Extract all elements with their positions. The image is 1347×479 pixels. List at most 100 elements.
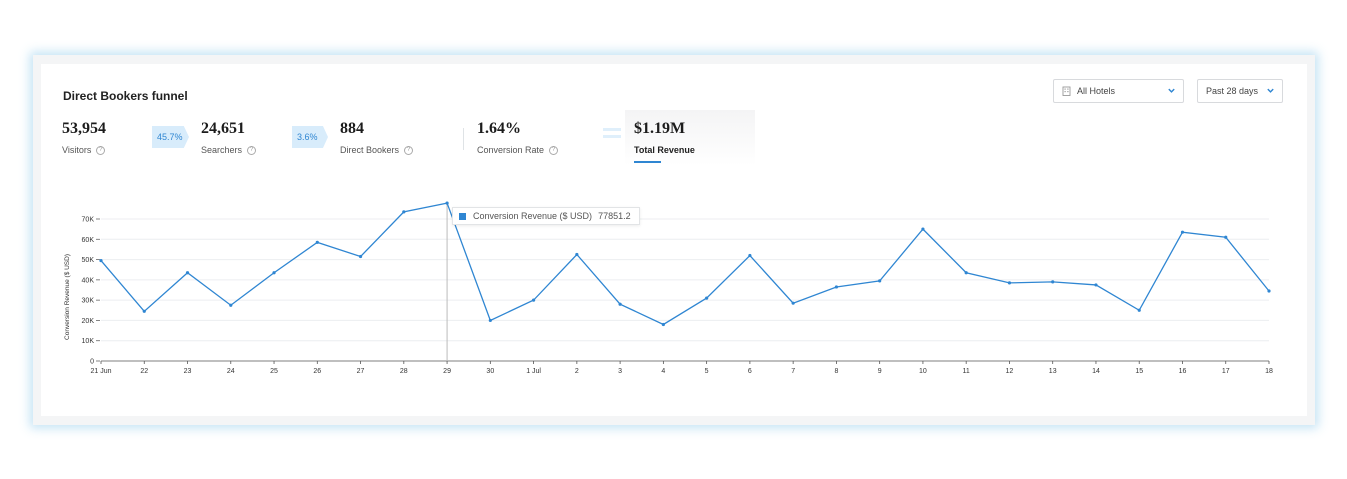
chevron-down-icon	[1168, 88, 1175, 93]
data-point	[575, 252, 579, 257]
data-point	[99, 258, 103, 263]
y-tick-label: 0	[90, 359, 94, 366]
total-revenue-tab[interactable]: $1.19M Total Revenue	[625, 110, 755, 166]
total-revenue-label: Total Revenue	[634, 145, 695, 155]
hotel-select[interactable]: All Hotels	[1053, 79, 1184, 103]
data-point	[185, 271, 190, 275]
funnel-card: Direct Bookers funnel All Hotels Past 28…	[41, 64, 1307, 416]
data-point	[705, 296, 709, 300]
y-tick-label: 10K	[82, 338, 95, 345]
page-title: Direct Bookers funnel	[63, 89, 188, 103]
help-icon[interactable]: ?	[247, 145, 257, 155]
metric-value: 53,954	[62, 120, 106, 137]
y-tick-label: 70K	[82, 217, 95, 224]
x-tick-label: 29	[443, 368, 451, 375]
building-icon	[1062, 86, 1071, 96]
series-line	[100, 202, 1270, 326]
x-tick-label: 24	[227, 368, 235, 375]
x-tick-label: 21 Jun	[90, 368, 111, 375]
conversion-arrow-badge: 45.7%	[152, 126, 189, 148]
x-tick-label: 28	[400, 368, 408, 375]
x-tick-label: 18	[1265, 368, 1273, 375]
data-point	[1051, 280, 1055, 284]
chevron-down-icon	[1267, 88, 1274, 93]
data-point	[1094, 283, 1098, 287]
x-tick-label: 17	[1222, 368, 1230, 375]
metric-divider	[463, 128, 464, 150]
hotel-select-value: All Hotels	[1077, 86, 1116, 96]
conversion-arrow-badge: 3.6%	[292, 126, 328, 148]
data-point	[229, 303, 233, 307]
metric-value: 1.64%	[477, 120, 521, 137]
data-point	[1007, 281, 1012, 285]
x-tick-label: 12	[1006, 368, 1014, 375]
data-point	[1224, 235, 1228, 239]
metric-direct-bookers: 884 Direct Bookers ?	[340, 120, 414, 155]
y-tick-label: 30K	[82, 298, 95, 305]
metric-conversion-rate: 1.64% Conversion Rate ?	[477, 120, 559, 155]
dashboard-frame: Direct Bookers funnel All Hotels Past 28…	[33, 55, 1315, 425]
tooltip-series: Conversion Revenue ($ USD)	[473, 211, 593, 221]
data-point	[1180, 230, 1185, 234]
legend-swatch	[459, 212, 466, 220]
x-tick-label: 26	[313, 368, 321, 375]
x-tick-label: 14	[1092, 368, 1100, 375]
metric-searchers: 24,651 Searchers ?	[201, 120, 257, 155]
y-tick-label: 40K	[82, 277, 95, 284]
tooltip-value: 77851.2	[598, 211, 631, 221]
x-tick-label: 13	[1049, 368, 1057, 375]
data-point	[878, 279, 882, 283]
data-point	[921, 227, 925, 231]
metric-value: 884	[340, 120, 364, 137]
x-tick-label: 10	[919, 368, 927, 375]
x-tick-label: 7	[791, 368, 795, 375]
x-tick-label: 4	[661, 368, 665, 375]
x-tick-label: 5	[705, 368, 709, 375]
data-point	[315, 240, 319, 244]
x-tick-label: 25	[270, 368, 278, 375]
y-tick-label: 50K	[82, 257, 95, 264]
date-range-value: Past 28 days	[1206, 86, 1259, 96]
data-point	[445, 201, 449, 205]
x-tick-label: 9	[878, 368, 882, 375]
data-point	[531, 298, 536, 302]
data-point	[402, 210, 406, 214]
data-point	[358, 254, 363, 259]
chart-tooltip: Conversion Revenue ($ USD) 77851.2	[452, 207, 640, 225]
data-point	[748, 253, 752, 258]
metric-visitors: 53,954 Visitors ?	[62, 120, 106, 155]
data-point	[488, 318, 492, 323]
x-tick-label: 15	[1135, 368, 1143, 375]
data-point	[964, 271, 968, 275]
data-point	[1267, 289, 1271, 293]
help-icon[interactable]: ?	[96, 145, 106, 155]
metric-label: Visitors	[62, 145, 92, 155]
metric-value: 24,651	[201, 120, 245, 137]
y-tick-label: 20K	[82, 318, 95, 325]
x-tick-label: 8	[834, 368, 838, 375]
y-axis-label: Conversion Revenue ($ USD)	[64, 254, 71, 340]
data-point	[272, 271, 276, 275]
x-tick-label: 16	[1179, 368, 1187, 375]
help-icon[interactable]: ?	[404, 145, 414, 155]
data-point	[1137, 308, 1141, 312]
equals-icon	[603, 128, 621, 140]
x-tick-label: 6	[748, 368, 752, 375]
active-tab-underline	[634, 161, 661, 163]
data-point	[791, 301, 795, 305]
help-icon[interactable]: ?	[549, 145, 559, 155]
metric-label: Conversion Rate	[477, 145, 545, 155]
total-revenue-value: $1.19M	[634, 120, 686, 137]
x-tick-label: 1 Jul	[526, 368, 541, 375]
date-range-select[interactable]: Past 28 days	[1197, 79, 1283, 103]
data-point	[661, 322, 665, 327]
data-point	[142, 309, 146, 313]
x-tick-label: 22	[140, 368, 148, 375]
y-tick-label: 60K	[82, 237, 95, 244]
x-tick-label: 23	[184, 368, 192, 375]
x-tick-label: 11	[963, 368, 970, 375]
metric-label: Direct Bookers	[340, 145, 400, 155]
metric-label: Searchers	[201, 145, 243, 155]
x-tick-label: 2	[575, 368, 579, 375]
